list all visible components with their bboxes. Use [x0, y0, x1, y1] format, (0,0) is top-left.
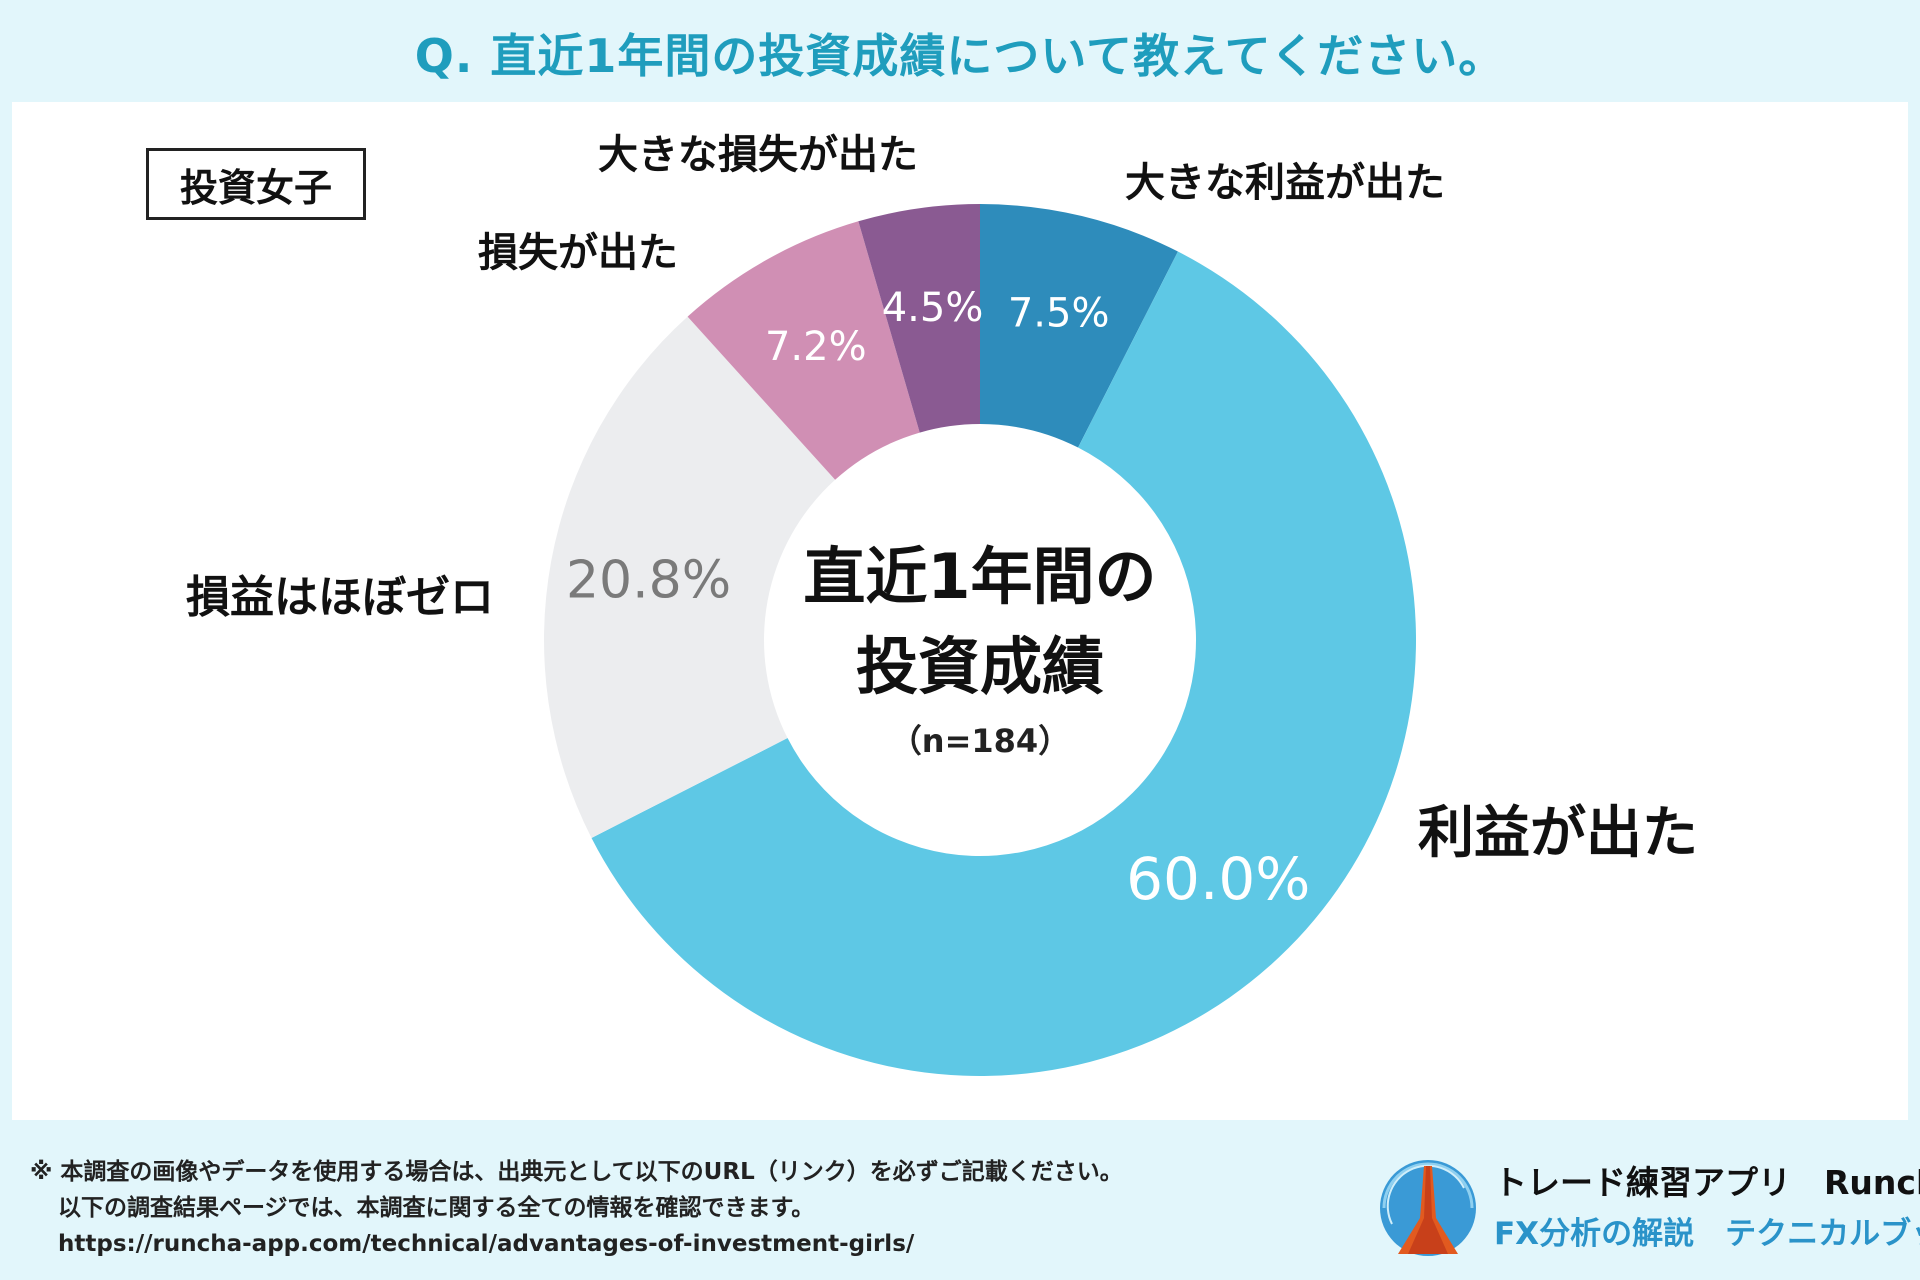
- value-label: 7.5%: [1008, 291, 1110, 337]
- category-label: 大きな利益が出た: [1125, 160, 1445, 206]
- center-title-line1: 直近1年間の: [803, 540, 1156, 613]
- slice-loss: [687, 221, 920, 480]
- value-label: 60.0%: [1126, 845, 1310, 913]
- category-label: 損失が出た: [478, 230, 678, 276]
- value-label: 4.5%: [882, 285, 984, 331]
- segment-tag: 投資女子: [146, 148, 366, 220]
- value-label: 20.8%: [566, 551, 731, 611]
- category-label: 利益が出た: [1418, 801, 1698, 866]
- slice-profit: [591, 251, 1417, 1077]
- value-label: 7.2%: [765, 324, 867, 370]
- brand-logo[interactable]: トレード練習アプリ Runcha FX分析の解説 テクニカルブック: [1372, 1154, 1920, 1264]
- category-label: 大きな損失が出た: [598, 132, 918, 178]
- runcha-logo-icon: [1380, 1160, 1476, 1256]
- usage-note-line2: 以下の調査結果ページでは、本調査に関する全ての情報を確認できます。: [58, 1195, 815, 1221]
- brand-subtitle: FX分析の解説 テクニカルブック: [1494, 1216, 1920, 1252]
- usage-note: ※ 本調査の画像やデータを使用する場合は、出典元として以下のURL（リンク）を必…: [30, 1154, 1123, 1262]
- sample-size-label: （n=184）: [890, 722, 1070, 760]
- page-title: Q. 直近1年間の投資成績について教えてください。: [414, 29, 1506, 83]
- slice-large-profit: [980, 204, 1178, 448]
- center-title-line2: 投資成績: [856, 630, 1104, 703]
- source-url-link[interactable]: https://runcha-app.com/technical/advanta…: [58, 1231, 915, 1257]
- category-label: 損益はほぼゼロ: [186, 572, 494, 623]
- usage-note-line1: ※ 本調査の画像やデータを使用する場合は、出典元として以下のURL（リンク）を必…: [30, 1159, 1123, 1185]
- brand-name: トレード練習アプリ Runcha: [1494, 1163, 1920, 1202]
- slice-break-even: [544, 316, 836, 838]
- slice-large-loss: [858, 204, 980, 433]
